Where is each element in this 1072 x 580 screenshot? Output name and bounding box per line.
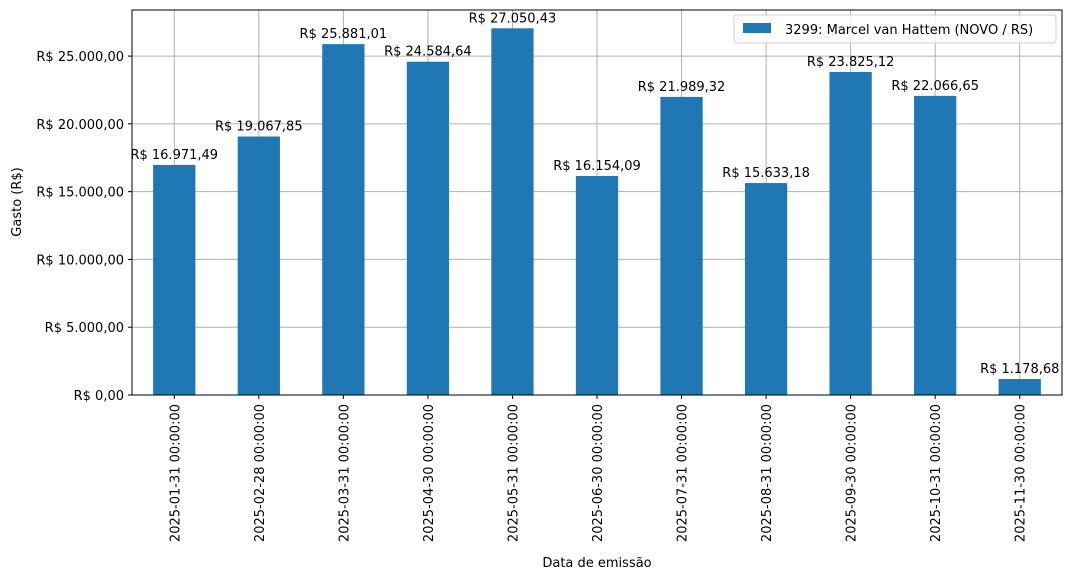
x-tick-label: 2025-11-30 00:00:00 (1014, 404, 1029, 542)
x-tick-label: 2025-10-31 00:00:00 (929, 404, 944, 542)
y-axis-label: Gasto (R$) (10, 167, 25, 236)
legend-frame (733, 14, 1057, 44)
bar-value-label: R$ 19.067,85 (215, 120, 303, 135)
x-tick-label: 2025-09-30 00:00:00 (845, 404, 860, 542)
bar (237, 136, 280, 396)
y-tick-label: R$ 20.000,00 (36, 118, 124, 133)
bar (491, 28, 534, 395)
y-tick-label: R$ 10.000,00 (36, 253, 124, 268)
bar (998, 379, 1041, 395)
bar-value-label: R$ 25.881,01 (300, 27, 388, 42)
bar (406, 61, 450, 395)
bar-value-label: R$ 27.050,43 (469, 11, 557, 26)
bar-value-label: R$ 23.825,12 (807, 55, 895, 70)
x-tick-label: 2025-03-31 00:00:00 (337, 404, 352, 542)
x-tick-label: 2025-05-31 00:00:00 (506, 404, 521, 542)
x-tick-label: 2025-04-30 00:00:00 (422, 404, 437, 542)
x-tick-label: 2025-01-31 00:00:00 (168, 404, 183, 542)
bar-value-label: R$ 15.633,18 (722, 166, 810, 181)
legend-swatch-icon (743, 23, 771, 33)
y-tick-label: R$ 5.000,00 (45, 321, 124, 336)
bar-value-label: R$ 16.154,09 (553, 159, 641, 174)
bar-value-label: R$ 1.178,68 (980, 362, 1059, 377)
bar-value-labels: R$ 16.971,49 R$ 19.067,85 R$ 25.881,01 R$ 2… (130, 11, 1059, 377)
bar (153, 164, 196, 395)
bar (660, 96, 703, 396)
legend-label: 3299: Marcel van Hattem (NOVO / RS) (785, 23, 1033, 38)
bar-value-label: R$ 16.971,49 (130, 148, 218, 163)
x-tick-label: 2025-07-31 00:00:00 (676, 404, 691, 542)
legend: 3299: Marcel van Hattem (NOVO / RS) (733, 14, 1057, 44)
y-axis-ticks: R$ 0,00 R$ 5.000,00 R$ 10.000,00 R$ 15.000,… (36, 50, 132, 404)
x-tick-label: 2025-02-28 00:00:00 (253, 404, 268, 542)
x-tick-label: 2025-06-30 00:00:00 (591, 404, 606, 542)
bar-value-label: R$ 22.066,65 (891, 79, 979, 94)
x-tick-label: 2025-08-31 00:00:00 (760, 404, 775, 542)
bars (153, 28, 1041, 396)
bar (322, 44, 365, 395)
y-tick-label: R$ 15.000,00 (36, 186, 124, 201)
bar (914, 95, 957, 396)
bar-value-label: R$ 24.584,64 (384, 45, 472, 60)
bar (575, 176, 619, 395)
bar (744, 183, 788, 395)
x-axis-ticks: 2025-01-31 00:00:00 2025-02-28 00:00:00 20… (168, 395, 1029, 542)
y-tick-label: R$ 25.000,00 (36, 50, 124, 65)
y-tick-label: R$ 0,00 (74, 389, 124, 404)
bar-value-label: R$ 21.989,32 (638, 80, 726, 95)
bar (829, 72, 872, 396)
x-axis-label: Data de emissão (542, 556, 651, 571)
